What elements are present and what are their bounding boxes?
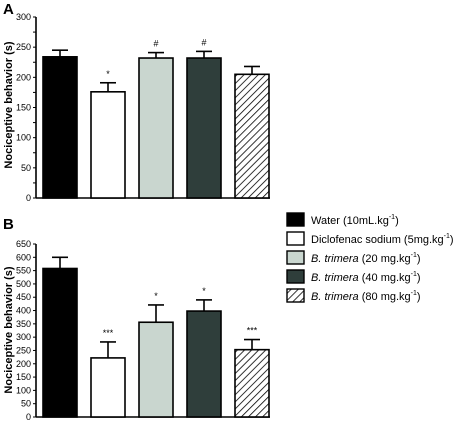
panel-a-y-ticks: 0 50 100 150 200 250 300 (16, 12, 36, 203)
legend-label-water: Water (10mL.kg-1) (311, 214, 399, 227)
legend-swatch-bt40 (286, 269, 305, 284)
legend-swatch-diclofenac (286, 231, 305, 246)
panel-b-y-tick-label: 450 (16, 292, 31, 302)
panel-a-y-tick-label: 300 (16, 12, 31, 22)
legend-swatch-water (286, 212, 305, 227)
panel-a-y-tick-label: 200 (16, 72, 31, 82)
legend-swatch-bt80 (286, 288, 305, 303)
panel-b-bar-bt20 (138, 321, 174, 418)
panel-b-chart: B Nociceptive behavior (s) 0 50 100 150 200 2… (3, 216, 270, 422)
legend: Water (10mL.kg-1) Diclofenac sodium (5mg.… (286, 212, 454, 303)
panel-a-y-tick-label: 0 (26, 193, 31, 203)
panel-a-bar-bt20 (138, 57, 174, 199)
panel-b-bar-water (42, 267, 78, 418)
legend-label-bt40: B. trimera (40 mg.kg-1) (311, 271, 421, 284)
panel-b-y-tick-label: 0 (26, 412, 31, 422)
panel-b-y-tick-label: 300 (16, 332, 31, 342)
panel-b-y-tick-label: 550 (16, 266, 31, 276)
legend-label-diclofenac: Diclofenac sodium (5mg.kg-1) (311, 233, 454, 246)
panel-b-significance-bt20: * (154, 291, 158, 301)
panel-b-bar-diclofenac (90, 357, 126, 418)
panel-a-bar-water (42, 56, 78, 199)
panel-b-y-axis-title: Nociceptive behavior (s) (3, 266, 15, 393)
panel-a-y-tick-label: 150 (16, 103, 31, 113)
panel-a-bar-bt80 (234, 73, 270, 199)
panel-a-y-tick-label: 50 (21, 163, 31, 173)
panel-a-significance-bt20: # (153, 39, 158, 49)
panel-b-significance-diclofenac: *** (103, 328, 114, 338)
panel-a-bar-bt40 (186, 57, 222, 199)
panel-b-y-tick-label: 650 (16, 239, 31, 249)
panel-b-y-ticks: 0 50 100 150 200 250 300 350 400 450 500 550 600 650 (16, 239, 36, 422)
panel-b-significance-bt80: *** (247, 326, 258, 336)
panel-a-bar-diclofenac (90, 91, 126, 199)
panel-a-chart: A Nociceptive behavior (s) 0 50 100 150 200 2… (3, 1, 270, 203)
panel-a-label: A (3, 1, 14, 18)
panel-b-bar-bt80 (234, 348, 270, 418)
panel-b-y-tick-label: 50 (21, 399, 31, 409)
panel-a-y-tick-label: 100 (16, 133, 31, 143)
panel-b-bar-bt40 (186, 310, 222, 418)
panel-b-y-tick-label: 250 (16, 345, 31, 355)
panel-b-significance-bt40: * (202, 286, 206, 296)
panel-a-significance-diclofenac: * (106, 69, 110, 79)
legend-label-bt80: B. trimera (80 mg.kg-1) (311, 290, 421, 303)
panel-b-y-tick-label: 500 (16, 279, 31, 289)
panel-b-bars: ******** (42, 256, 270, 418)
panel-b-y-tick-label: 600 (16, 252, 31, 262)
panel-b-y-tick-label: 200 (16, 359, 31, 369)
legend-swatch-bt20 (286, 250, 305, 265)
panel-b-y-tick-label: 400 (16, 306, 31, 316)
panel-b-y-tick-label: 100 (16, 385, 31, 395)
panel-b-label: B (3, 216, 14, 233)
panel-a-significance-bt40: # (201, 37, 206, 47)
panel-a-bars: * # # (42, 37, 270, 199)
panel-b-y-tick-label: 150 (16, 372, 31, 382)
panel-b-y-tick-label: 350 (16, 319, 31, 329)
legend-label-bt20: B. trimera (20 mg.kg-1) (311, 252, 421, 265)
panel-a-y-axis-title: Nociceptive behavior (s) (3, 41, 15, 168)
panel-a-y-tick-label: 250 (16, 42, 31, 52)
